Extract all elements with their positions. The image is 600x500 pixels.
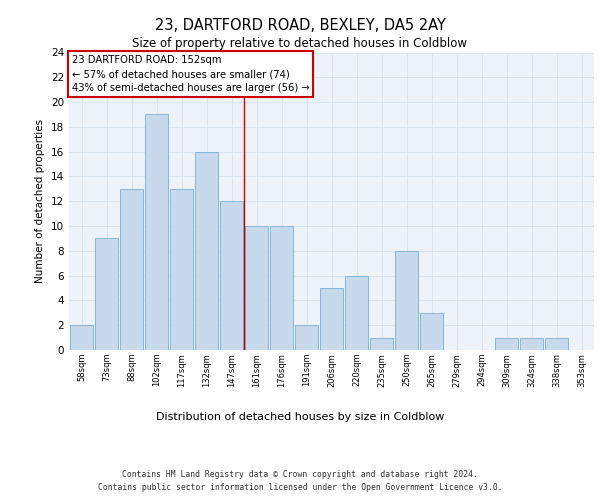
Bar	[370, 338, 394, 350]
Bar	[419, 313, 443, 350]
Bar	[269, 226, 293, 350]
Text: Size of property relative to detached houses in Coldblow: Size of property relative to detached ho…	[133, 38, 467, 51]
Text: Contains public sector information licensed under the Open Government Licence v3: Contains public sector information licen…	[98, 482, 502, 492]
Text: Contains HM Land Registry data © Crown copyright and database right 2024.: Contains HM Land Registry data © Crown c…	[122, 470, 478, 479]
Text: 23, DARTFORD ROAD, BEXLEY, DA5 2AY: 23, DARTFORD ROAD, BEXLEY, DA5 2AY	[155, 18, 445, 32]
Bar	[520, 338, 544, 350]
Bar	[320, 288, 343, 350]
Bar	[170, 189, 193, 350]
Bar	[119, 189, 143, 350]
Bar	[194, 152, 218, 350]
Bar	[344, 276, 368, 350]
Y-axis label: Number of detached properties: Number of detached properties	[35, 119, 46, 284]
Bar	[245, 226, 268, 350]
Text: Distribution of detached houses by size in Coldblow: Distribution of detached houses by size …	[156, 412, 444, 422]
Bar	[70, 325, 94, 350]
Text: 23 DARTFORD ROAD: 152sqm
← 57% of detached houses are smaller (74)
43% of semi-d: 23 DARTFORD ROAD: 152sqm ← 57% of detach…	[71, 56, 310, 94]
Bar	[95, 238, 118, 350]
Bar	[295, 325, 319, 350]
Bar	[220, 201, 244, 350]
Bar	[145, 114, 169, 350]
Bar	[494, 338, 518, 350]
Bar	[395, 251, 418, 350]
Bar	[545, 338, 568, 350]
